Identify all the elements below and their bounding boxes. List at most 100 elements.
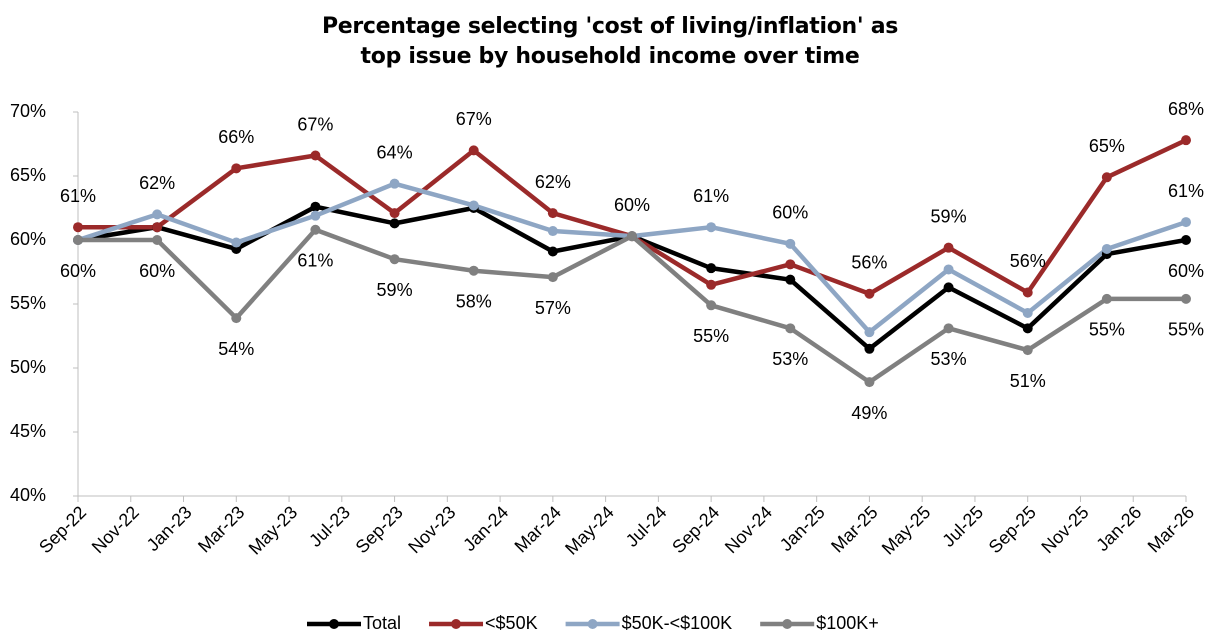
x-tick-label: Jan-26 (1092, 502, 1145, 555)
series-line (77, 204, 1187, 352)
x-tick-label: May-25 (878, 502, 935, 559)
x-tick-label: Mar-24 (511, 502, 565, 556)
series-point (547, 226, 558, 237)
y-tick-label: 40% (10, 485, 46, 505)
data-label: 58% (456, 291, 492, 311)
series-point (152, 222, 163, 233)
series-point (706, 222, 717, 233)
series-point (864, 343, 875, 354)
legend-marker (587, 619, 598, 629)
series-point (1101, 172, 1112, 183)
data-label: 64% (377, 142, 413, 162)
y-tick-label: 65% (10, 165, 46, 185)
series-point (231, 313, 242, 324)
x-tick-label: May-23 (245, 502, 302, 559)
series-point (1101, 243, 1112, 254)
series-point (389, 218, 400, 229)
x-tick-label: Jul-24 (622, 502, 671, 551)
data-label: 60% (1168, 261, 1204, 281)
x-tick-label: Jul-25 (938, 502, 987, 551)
series-point (1181, 135, 1191, 146)
x-tick-label: Sep-25 (985, 502, 1040, 557)
series-point (864, 327, 875, 338)
data-label: 66% (218, 127, 254, 147)
y-tick-label: 55% (10, 293, 46, 313)
legend-label: Total (363, 613, 401, 633)
data-label: 49% (851, 403, 887, 423)
series-point (389, 178, 400, 189)
x-tick-label: Jan-23 (143, 502, 196, 555)
y-tick-label: 45% (10, 421, 46, 441)
series-point (785, 323, 796, 334)
x-tick-label: Nov-25 (1037, 502, 1092, 557)
y-tick-label: 50% (10, 357, 46, 377)
data-label: 62% (535, 172, 571, 192)
legend-marker (451, 619, 462, 629)
series-point (468, 200, 479, 211)
data-label: 56% (1010, 251, 1046, 271)
series-point (785, 238, 796, 249)
x-tick-label: May-24 (561, 502, 618, 559)
data-label: 60% (614, 195, 650, 215)
x-tick-label: Sep-23 (352, 502, 407, 557)
x-tick-label: Mar-23 (194, 502, 248, 556)
series-point (310, 150, 321, 161)
data-label: 56% (851, 253, 887, 273)
x-tick-label: Nov-24 (721, 502, 776, 557)
series-point (310, 201, 321, 212)
legend-marker (329, 619, 339, 629)
series-point (547, 208, 558, 219)
chart-title: Percentage selecting 'cost of living/inf… (321, 14, 899, 69)
data-label: 67% (456, 109, 492, 129)
series-point (627, 231, 637, 242)
legend-marker (782, 619, 793, 629)
data-label: 60% (139, 261, 175, 281)
series-point (547, 272, 558, 283)
series-point (1181, 217, 1191, 228)
series-point (73, 235, 83, 245)
x-tick-label: Nov-22 (88, 502, 143, 557)
data-label: 53% (931, 349, 967, 369)
series-point (231, 163, 242, 174)
data-label: 55% (693, 326, 729, 346)
data-label: 57% (535, 298, 571, 318)
legend-label: $100K+ (816, 613, 879, 633)
x-tick-label: Jan-25 (776, 502, 829, 555)
x-tick-label: Sep-24 (668, 502, 723, 557)
series-point (785, 274, 796, 285)
x-tick-label: Jan-24 (459, 502, 512, 555)
series-point (943, 242, 954, 253)
series-point (706, 300, 717, 311)
data-label: 53% (772, 349, 808, 369)
series-point (547, 246, 558, 257)
series-point (310, 210, 321, 221)
data-label: 59% (377, 280, 413, 300)
data-label: 59% (931, 206, 967, 226)
series-point (389, 208, 400, 219)
data-label: 61% (60, 186, 96, 206)
x-tick-label: Sep-22 (35, 502, 90, 557)
series-point (1022, 287, 1033, 298)
x-tick-label: Jul-23 (305, 502, 354, 551)
series-point (943, 323, 954, 334)
series-point (1022, 307, 1033, 318)
data-label: 68% (1168, 99, 1204, 119)
series-point (785, 259, 796, 270)
series-point (310, 224, 321, 235)
series-point (73, 222, 83, 233)
data-label: 55% (1168, 320, 1204, 340)
series-point (1101, 293, 1112, 304)
series-point (706, 279, 717, 290)
series-point (152, 209, 163, 220)
data-label: 55% (1089, 320, 1125, 340)
data-label: 61% (1168, 181, 1204, 201)
y-tick-label: 60% (10, 229, 46, 249)
series-point (1022, 323, 1033, 334)
x-tick-label: Mar-25 (827, 502, 881, 556)
data-label: 62% (139, 173, 175, 193)
series-point (1181, 235, 1191, 245)
series-point (943, 282, 954, 293)
series-point (943, 264, 954, 275)
